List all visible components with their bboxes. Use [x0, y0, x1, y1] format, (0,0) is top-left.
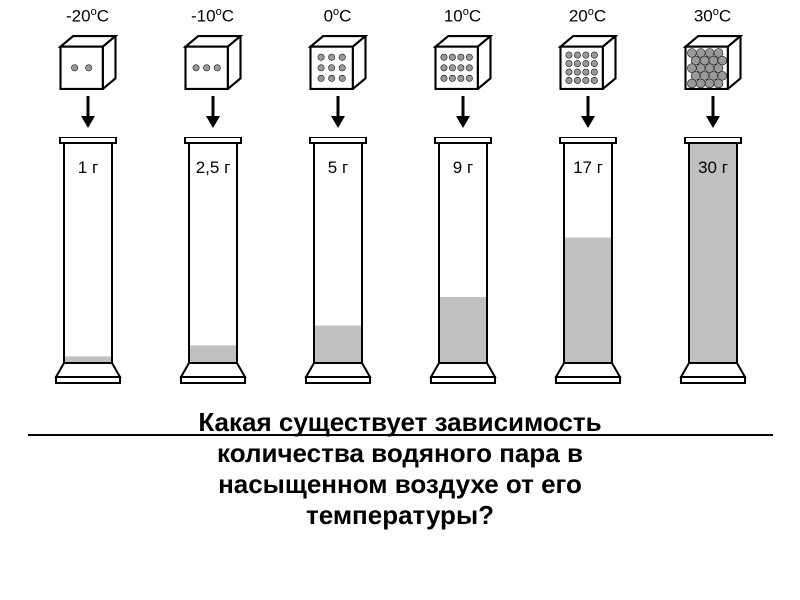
diagram-column-2: 0oC 5 г	[290, 0, 385, 397]
down-arrow-icon	[453, 94, 473, 129]
svg-text:30 г: 30 г	[698, 158, 728, 177]
diagram-column-5: 30oC 30 г	[665, 0, 760, 397]
cube-icon	[433, 35, 493, 90]
temperature-label: 10oC	[444, 6, 481, 27]
diagram-column-3: 10oC 9 г	[415, 0, 510, 397]
caption-line-2: количества водяного пара в	[217, 438, 583, 468]
temperature-label: 20oC	[569, 6, 606, 27]
svg-text:17 г: 17 г	[573, 158, 603, 177]
temperature-label: 0oC	[324, 6, 352, 27]
temperature-label: -10oC	[191, 6, 234, 27]
cylinder: 17 г	[548, 137, 628, 397]
down-arrow-icon	[328, 94, 348, 129]
cylinder: 5 г	[298, 137, 378, 397]
diagram-column-4: 20oC 17 г	[540, 0, 635, 397]
svg-text:2,5 г: 2,5 г	[195, 158, 230, 177]
caption-line-1: Какая существует зависимость	[198, 407, 601, 437]
temperature-label: 30oC	[694, 6, 731, 27]
caption-line-3: насыщенном воздухе от его	[218, 469, 582, 499]
down-arrow-icon	[578, 94, 598, 129]
cube-icon	[558, 35, 618, 90]
baseline	[28, 434, 773, 436]
svg-text:1 г: 1 г	[77, 158, 97, 177]
cube-icon	[308, 35, 368, 90]
diagram-row: -20oC 1 г -10oC	[0, 0, 800, 397]
cylinder: 1 г	[48, 137, 128, 397]
caption-text: Какая существует зависимость количества …	[178, 407, 621, 532]
caption-line-4: температуры?	[306, 500, 494, 530]
temperature-label: -20oC	[66, 6, 109, 27]
diagram-container: -20oC 1 г -10oC	[0, 0, 800, 600]
diagram-column-1: -10oC 2,5 г	[165, 0, 260, 397]
cylinder: 2,5 г	[173, 137, 253, 397]
down-arrow-icon	[78, 94, 98, 129]
cylinder: 30 г	[673, 137, 753, 397]
svg-text:5 г: 5 г	[327, 158, 347, 177]
down-arrow-icon	[203, 94, 223, 129]
cube-icon	[58, 35, 118, 90]
svg-text:9 г: 9 г	[452, 158, 472, 177]
down-arrow-icon	[703, 94, 723, 129]
cylinder: 9 г	[423, 137, 503, 397]
cube-icon	[683, 35, 743, 90]
diagram-column-0: -20oC 1 г	[40, 0, 135, 397]
cube-icon	[183, 35, 243, 90]
